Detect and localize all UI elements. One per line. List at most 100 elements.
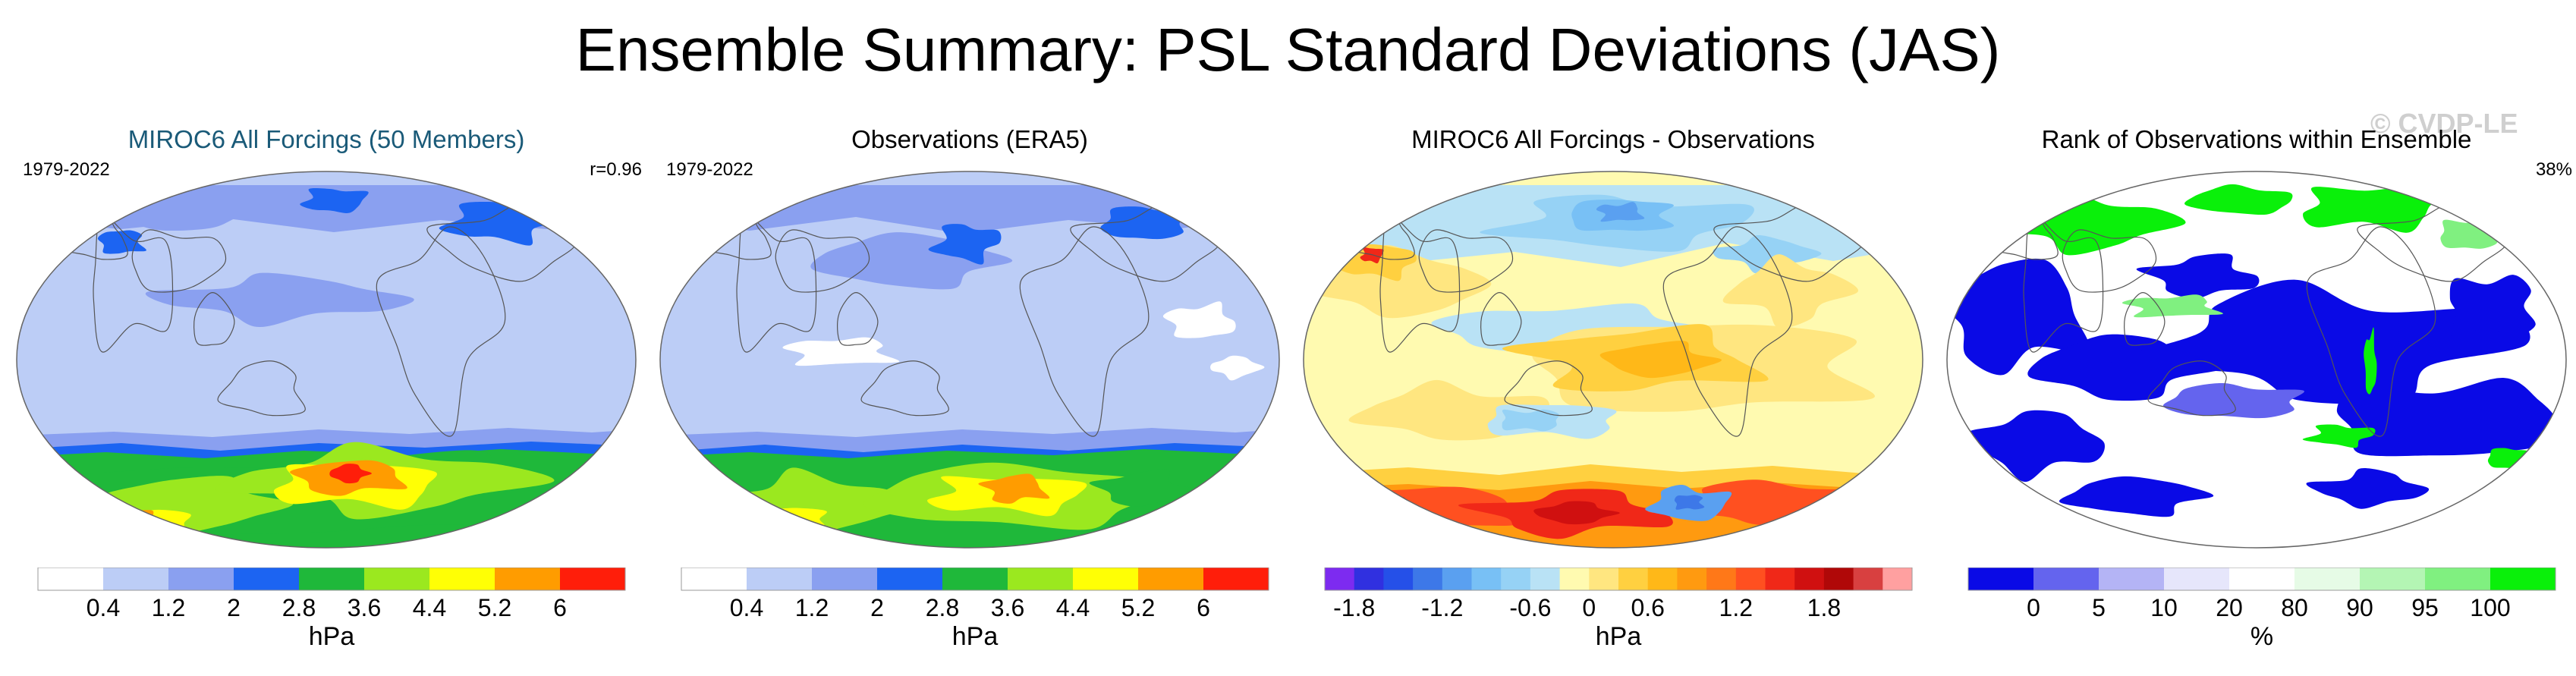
colorbar-swatch — [1647, 568, 1678, 590]
contour-region — [928, 224, 1002, 265]
colorbar-frame — [681, 568, 1269, 591]
contour-region — [2303, 187, 2438, 233]
panel-rank: Rank of Observations within Ensemble 38%… — [1939, 121, 2574, 668]
panel-title: MIROC6 All Forcings (50 Members) — [127, 125, 525, 153]
colorbar-swatch — [2099, 568, 2165, 590]
map-border — [1303, 171, 1923, 549]
colorbar-swatch — [681, 568, 747, 590]
contour-region — [2122, 294, 2223, 318]
contour-region — [1596, 202, 1645, 222]
colorbar: 0 5 10 20 80 90 95 100% — [1967, 568, 2556, 651]
panel-obs-sd: Observations (ERA5) 1979-2022 0.4 1.2 2 2.8… — [653, 121, 1287, 668]
colorbar-swatch — [1589, 568, 1619, 590]
colorbar-tick-label: 2 — [227, 594, 241, 621]
colorbar-tick-label: 0 — [2027, 594, 2040, 621]
coastline — [1480, 291, 1522, 346]
coastline — [2062, 229, 2157, 293]
colorbar-tick-label: -0.6 — [1509, 594, 1551, 621]
coastline — [2124, 291, 2166, 346]
colorbar-swatch — [1530, 568, 1561, 590]
colorbar-swatch — [1882, 568, 1913, 590]
contour-region — [978, 473, 1050, 504]
coastline — [376, 226, 506, 437]
colorbar-swatch — [560, 568, 626, 590]
contour-region — [1089, 469, 1194, 507]
colorbar-tick-label: 6 — [553, 594, 567, 621]
colorbar-tick-label: 0.6 — [1631, 594, 1664, 621]
contour-region — [145, 272, 414, 328]
colorbar-swatch — [2425, 568, 2491, 590]
contour-region — [2306, 468, 2430, 509]
colorbar-tick-label: 0.4 — [730, 594, 763, 621]
figure-title: Ensemble Summary: PSL Standard Deviation… — [575, 16, 2001, 83]
coastline — [1379, 215, 1461, 353]
colorbar-swatch — [168, 568, 234, 590]
contour-region — [737, 508, 827, 530]
colorbar-tick-label: 1.8 — [1807, 594, 1841, 621]
contour-region — [1162, 301, 1236, 338]
map-border — [16, 171, 637, 549]
colorbar-tick-label: 2 — [870, 594, 884, 621]
coastline — [2023, 215, 2104, 353]
colorbar-swatch — [1794, 568, 1825, 590]
world-map — [659, 171, 1280, 549]
contour-region — [2336, 378, 2559, 457]
colorbar-swatch — [942, 568, 1008, 590]
colorbar-tick-label: 90 — [2346, 594, 2373, 621]
contour-region — [300, 187, 369, 213]
contour-region — [1674, 495, 1705, 510]
contour-region — [1502, 409, 1559, 432]
colorbar-tick-label: 5.2 — [478, 594, 511, 621]
coastline — [837, 291, 879, 346]
map-border — [659, 171, 1280, 549]
colorbar-tick-label: 2.8 — [282, 594, 316, 621]
colorbar-tick-label: 2.8 — [926, 594, 959, 621]
colorbar-swatch — [1073, 568, 1139, 590]
colorbar-tick-label: 95 — [2411, 594, 2439, 621]
colorbar-swatch — [1706, 568, 1737, 590]
colorbar-swatch — [1138, 568, 1204, 590]
colorbar-tick-label: 0.4 — [86, 594, 120, 621]
correlation-label: r=0.96 — [590, 159, 642, 180]
world-map — [1303, 171, 1923, 549]
contour-region — [1307, 245, 1492, 319]
panel-difference: MIROC6 All Forcings - Observations -1.8-… — [1296, 121, 1930, 668]
period-label: 1979-2022 — [666, 159, 753, 180]
colorbar-swatch — [1559, 568, 1590, 590]
percent-label: 38% — [2535, 159, 2572, 180]
contour-region — [1360, 247, 1384, 264]
colorbar-swatch — [2294, 568, 2361, 590]
world-map — [16, 171, 637, 549]
map-border — [1946, 171, 2567, 549]
coastline — [775, 229, 870, 293]
colorbar-swatch — [2229, 568, 2295, 590]
contour-region — [1981, 189, 2186, 256]
colorbar-tick-label: 6 — [1197, 594, 1210, 621]
colorbar-tick-label: 3.6 — [348, 594, 381, 621]
coastline — [1019, 226, 1150, 437]
colorbar-tick-label: 4.4 — [1056, 594, 1090, 621]
colorbar-swatch — [1501, 568, 1531, 590]
colorbar-swatch — [495, 568, 561, 590]
colorbar: 0.4 1.2 2 2.8 3.6 4.4 5.2 6 hPa — [681, 568, 1269, 651]
coastline — [1662, 226, 1793, 437]
colorbar-swatch — [2033, 568, 2099, 590]
colorbar-swatch — [1203, 568, 1269, 590]
colorbar-swatch — [877, 568, 943, 590]
contour-region — [2059, 476, 2214, 517]
colorbar-tick-label: -1.8 — [1333, 594, 1375, 621]
contour-region — [1966, 410, 2105, 483]
contour-region — [2162, 382, 2304, 419]
contour-region — [1533, 501, 1620, 525]
contour-region — [2136, 253, 2260, 299]
contour-region — [2487, 448, 2528, 468]
colorbar-unit: hPa — [309, 622, 355, 651]
contour-region — [117, 511, 141, 524]
colorbar-frame — [1967, 568, 2556, 591]
colorbar-tick-label: 5.2 — [1121, 594, 1155, 621]
contour-region — [1713, 234, 1822, 274]
contour-region — [329, 464, 372, 484]
coastline — [736, 215, 817, 353]
colorbar-tick-label: 3.6 — [991, 594, 1024, 621]
colorbar-swatch — [2360, 568, 2426, 590]
